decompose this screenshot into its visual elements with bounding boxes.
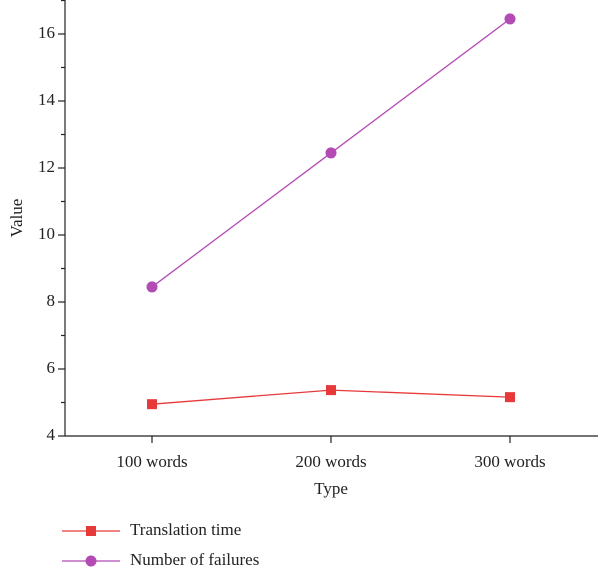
data-point xyxy=(146,281,158,293)
legend-label: Number of failures xyxy=(130,550,259,569)
y-tick-label: 6 xyxy=(47,358,56,377)
legend-marker xyxy=(85,555,97,567)
x-tick-label: 100 words xyxy=(116,452,187,471)
y-tick-label: 8 xyxy=(47,291,56,310)
y-tick-label: 14 xyxy=(38,90,56,109)
data-point xyxy=(325,147,337,159)
y-tick-label: 4 xyxy=(47,425,56,444)
x-tick-label: 300 words xyxy=(474,452,545,471)
data-point xyxy=(326,385,336,396)
y-tick-label: 10 xyxy=(38,224,55,243)
legend-marker xyxy=(86,526,96,536)
x-tick-label: 200 words xyxy=(295,452,366,471)
x-axis-label: Type xyxy=(314,479,348,498)
data-point xyxy=(147,399,157,410)
data-point xyxy=(505,392,515,403)
y-tick-label: 16 xyxy=(38,23,55,42)
data-point xyxy=(504,13,516,25)
y-tick-label: 12 xyxy=(38,157,55,176)
y-axis-label: Value xyxy=(7,199,26,238)
legend-label: Translation time xyxy=(130,520,241,539)
